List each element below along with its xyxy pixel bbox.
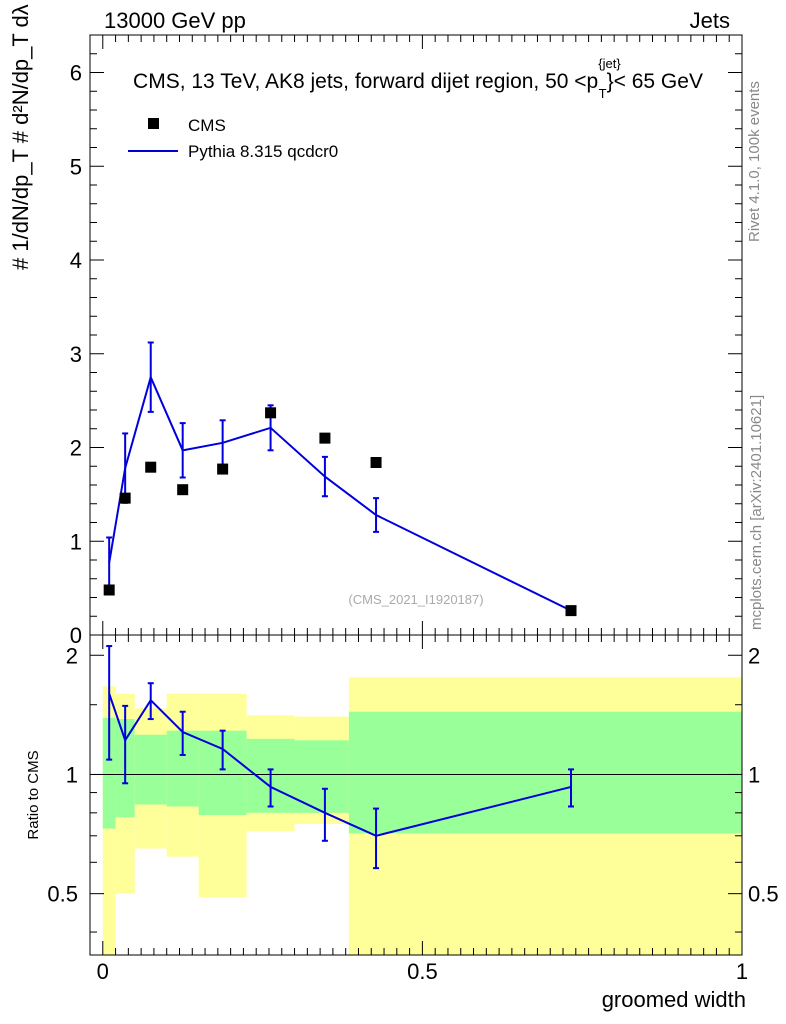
ratio-y-tick-label: 2 xyxy=(66,643,78,668)
ratio-y-tick-label: 1 xyxy=(66,762,78,787)
title-superscript: {jet} xyxy=(598,56,621,71)
y-tick-label: 0 xyxy=(70,623,82,648)
y-tick-label: 1 xyxy=(70,529,82,554)
title-subscript: T xyxy=(599,86,607,101)
x-tick-label: 0 xyxy=(97,959,109,984)
ratio-uncertainty-bands xyxy=(102,677,742,955)
rivet-label: Rivet 4.1.0, 100k events xyxy=(746,81,763,242)
y-tick-label: 6 xyxy=(70,61,82,86)
green-band-bin xyxy=(294,740,349,813)
ratio-y-axis-label: Ratio to CMS xyxy=(25,750,42,839)
cms-data-point xyxy=(119,492,131,504)
green-band-bin xyxy=(348,711,742,834)
title-prefix: CMS, 13 TeV, AK8 jets, forward dijet reg… xyxy=(133,70,598,93)
green-band-bin xyxy=(102,717,116,829)
ratio-y-tick-label-right: 1 xyxy=(748,762,760,787)
x-axis-label: groomed width xyxy=(602,987,746,1012)
green-band-bin xyxy=(134,734,167,805)
cms-data-point xyxy=(265,407,277,419)
ratio-y-tick-label-right: 2 xyxy=(748,643,760,668)
title-suffix: }< 65 GeV xyxy=(607,70,703,93)
cms-data-point xyxy=(103,584,115,596)
y-tick-label: 5 xyxy=(70,154,82,179)
watermark: (CMS_2021_I1920187) xyxy=(348,592,483,607)
header-left: 13000 GeV pp xyxy=(104,8,246,33)
legend-cms-marker xyxy=(148,118,159,129)
y-tick-label: 3 xyxy=(70,342,82,367)
cms-data-point xyxy=(177,484,189,496)
legend-cms-label: CMS xyxy=(188,116,226,135)
cms-data-point xyxy=(217,463,229,475)
mcplots-label: mcplots.cern.ch [arXiv:2401.10621] xyxy=(748,394,765,630)
ratio-plot-frame xyxy=(89,634,743,956)
cms-data-point xyxy=(145,461,157,473)
cms-data-point xyxy=(370,457,382,468)
cms-data-point xyxy=(565,605,577,617)
header-right: Jets xyxy=(689,8,730,33)
x-tick-label: 0.5 xyxy=(407,959,438,984)
y-tick-label: 2 xyxy=(70,436,82,461)
ratio-y-tick-label-right: 0.5 xyxy=(748,882,779,907)
cms-data-point xyxy=(319,432,331,444)
y-axis-label-text: # 1/dN/dp_T # d²N/dp_T dλ xyxy=(8,4,33,270)
chart-title: CMS, 13 TeV, AK8 jets, forward dijet reg… xyxy=(133,56,703,101)
ratio-y-tick-label: 0.5 xyxy=(47,882,78,907)
y-axis-label: # 1/dN/dp_T # d²N/dp_T dλ xyxy=(8,4,33,270)
x-tick-label: 1 xyxy=(736,959,748,984)
y-tick-label: 4 xyxy=(70,248,82,273)
legend-pythia-label: Pythia 8.315 qcdcr0 xyxy=(188,142,338,161)
